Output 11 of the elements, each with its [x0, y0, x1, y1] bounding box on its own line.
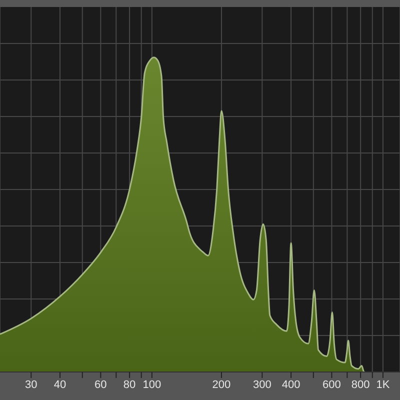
x-tick-label: 40: [54, 378, 66, 391]
x-tick-label: 300: [252, 378, 272, 391]
x-tick-label: 400: [282, 378, 300, 391]
x-tick-label: 600: [322, 378, 341, 391]
x-tick-label: 80: [123, 378, 136, 391]
x-tick-label: 60: [94, 378, 107, 391]
x-tick-label: 200: [212, 378, 231, 391]
x-tick-label: 800: [351, 378, 370, 391]
x-tick-label: 100: [142, 378, 162, 391]
x-tick-label: 1K: [376, 378, 390, 391]
x-tick-label: 30: [24, 378, 38, 391]
